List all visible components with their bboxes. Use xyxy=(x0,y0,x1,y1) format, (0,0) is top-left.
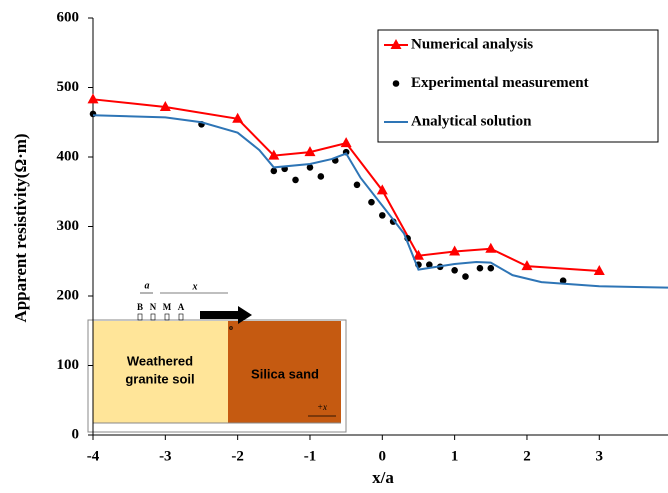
data-point xyxy=(451,267,458,274)
data-point xyxy=(271,168,278,175)
electrode: A xyxy=(178,302,185,312)
y-tick-label: 200 xyxy=(57,287,80,303)
data-point xyxy=(88,93,99,103)
x-tick-label: -1 xyxy=(304,448,317,464)
x-tick-label: -2 xyxy=(231,448,244,464)
y-axis-title: Apparent resistivity(Ω·m) xyxy=(11,133,30,322)
y-tick-label: 400 xyxy=(57,148,80,164)
data-point xyxy=(318,173,325,180)
x-tick-label: -3 xyxy=(159,448,172,464)
origin-label: o xyxy=(229,323,233,332)
soil-label: granite soil xyxy=(125,371,194,386)
soil-label: Weathered xyxy=(127,353,193,368)
distance-label: x xyxy=(192,281,198,292)
x-tick-label: -4 xyxy=(87,448,100,464)
y-tick-label: 600 xyxy=(57,9,80,25)
electrode: B xyxy=(137,302,143,312)
data-point xyxy=(485,243,496,253)
electrode: M xyxy=(163,302,172,312)
y-tick-label: 0 xyxy=(72,426,80,442)
legend-marker xyxy=(393,80,400,87)
inset: Weathered granite soil Silica sand B N M… xyxy=(88,280,346,432)
data-point xyxy=(292,177,299,184)
sand-label: Silica sand xyxy=(251,366,319,381)
chart: Weathered granite soil Silica sand B N M… xyxy=(0,0,668,493)
data-point xyxy=(487,265,494,272)
x-tick-label: 1 xyxy=(451,448,459,464)
data-point xyxy=(462,273,469,280)
legend-label: Experimental measurement xyxy=(411,75,589,91)
legend-label: Numerical analysis xyxy=(411,36,533,52)
legend-label: Analytical solution xyxy=(411,113,532,129)
direction-label: +x xyxy=(317,402,327,412)
spacing-label: a xyxy=(145,280,150,291)
y-tick-label: 100 xyxy=(57,357,80,373)
x-tick-label: 2 xyxy=(523,448,531,464)
x-tick-label: 3 xyxy=(596,448,604,464)
data-point xyxy=(379,212,386,219)
data-point xyxy=(368,199,375,206)
data-point xyxy=(341,137,352,147)
data-point xyxy=(354,182,361,189)
data-point xyxy=(477,265,484,272)
y-tick-label: 300 xyxy=(57,218,80,234)
electrode: N xyxy=(150,302,157,312)
y-tick-label: 500 xyxy=(57,79,80,95)
x-axis-title: x/a xyxy=(372,468,394,487)
x-tick-label: 0 xyxy=(379,448,387,464)
